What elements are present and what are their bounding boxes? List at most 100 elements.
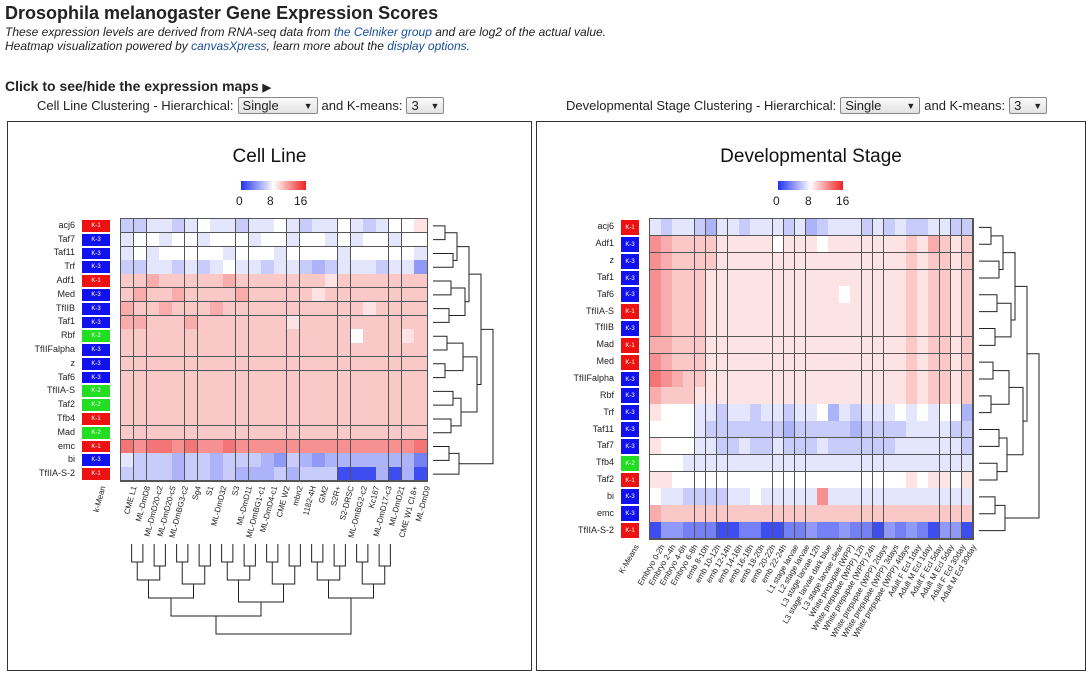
heatmap-cell xyxy=(727,488,740,506)
heatmap-cell xyxy=(159,315,173,330)
heatmap-cell xyxy=(794,437,807,456)
heatmap-cell xyxy=(917,522,929,540)
heatmap-cell xyxy=(274,425,288,441)
heatmap-cell xyxy=(350,467,364,482)
heatmap-cell xyxy=(895,404,907,422)
heatmap-cell xyxy=(210,315,224,330)
celniker-link[interactable]: the Celniker group xyxy=(333,25,432,39)
heatmap-cell xyxy=(906,421,918,439)
heatmap-cell xyxy=(705,454,718,473)
heatmap-cell xyxy=(939,286,952,304)
heatmap-cell xyxy=(739,471,751,489)
heatmap-cell xyxy=(705,219,718,237)
heatmap-cell xyxy=(299,439,313,454)
heatmap-cell xyxy=(661,336,673,355)
heatmap-cell xyxy=(783,235,796,254)
desc2-post: . xyxy=(466,39,470,53)
heatmap-cell xyxy=(312,467,326,482)
row-label-taf6: Taf6 xyxy=(596,288,614,299)
description-line-2: Heatmap visualization powered by canvasX… xyxy=(5,39,470,53)
heatmap-cell xyxy=(286,287,300,303)
heatmap-cell xyxy=(159,260,173,275)
heatmap-cell xyxy=(274,343,288,358)
heatmap-cell xyxy=(146,370,160,385)
dev-stage-chart-title: Developmental Stage xyxy=(720,146,902,167)
heatmap-cell xyxy=(861,269,874,287)
heatmap-cell xyxy=(337,260,351,275)
cell-line-hierarchical-select[interactable]: Single ▼ xyxy=(237,97,318,114)
dev-stage-controls: Developmental Stage Clustering - Hierarc… xyxy=(566,97,1048,114)
heatmap-cell xyxy=(197,301,211,317)
heatmap-cell xyxy=(861,252,874,270)
heatmap-cell xyxy=(376,425,390,441)
heatmap-cell xyxy=(939,252,952,270)
heatmap-cell xyxy=(172,439,186,454)
heatmap-cell xyxy=(159,370,173,385)
heatmap-cell xyxy=(414,219,428,234)
canvasxpress-link[interactable]: canvasXpress xyxy=(191,39,267,53)
heatmap-cell xyxy=(248,467,262,482)
heatmap-cell xyxy=(950,404,963,422)
heatmap-cell xyxy=(883,336,896,355)
heatmap-cell xyxy=(727,303,740,321)
heatmap-cell xyxy=(761,269,773,287)
heatmap-cell xyxy=(772,303,785,321)
heatmap-cell xyxy=(401,467,415,482)
row-dendrogram xyxy=(979,226,1040,532)
dev-stage-kmeans-select[interactable]: 3 ▼ xyxy=(1009,97,1048,114)
cell-line-kmeans-select[interactable]: 3 ▼ xyxy=(406,97,445,114)
dev-stage-hierarchical-select[interactable]: Single ▼ xyxy=(840,97,921,114)
toggle-expression-maps[interactable]: Click to see/hide the expression maps ▶ xyxy=(5,78,271,94)
heatmap-cell xyxy=(794,488,807,506)
heatmap-cell xyxy=(739,488,751,506)
heatmap-cell xyxy=(828,387,840,405)
heatmap-cell xyxy=(261,370,275,385)
heatmap-cell xyxy=(235,439,249,454)
heatmap-cell xyxy=(650,522,662,540)
heatmap-cell xyxy=(772,252,785,270)
heatmap-cell xyxy=(299,356,313,372)
heatmap-cell xyxy=(783,252,796,270)
desc2-pre: Heatmap visualization powered by xyxy=(5,39,192,53)
heatmap-cell xyxy=(337,425,351,441)
heatmap-cell xyxy=(727,269,740,287)
kmeans-cell-emc: K-1 xyxy=(81,439,111,454)
heatmap-cell xyxy=(299,219,313,234)
heatmap-cell xyxy=(750,522,762,540)
heatmap-cell xyxy=(197,329,211,344)
heatmap-cell xyxy=(210,425,224,441)
heatmap-cell xyxy=(363,301,377,317)
kmeans-cell-taf2: K-2 xyxy=(81,398,111,413)
heatmap-cell xyxy=(694,269,707,287)
heatmap-cell xyxy=(661,286,673,304)
kmeans-cell-rbf: K-2 xyxy=(81,329,111,344)
heatmap-cell xyxy=(861,286,874,304)
display-options-link[interactable]: display options xyxy=(387,39,467,53)
heatmap-cell xyxy=(727,454,740,473)
heatmap-cell xyxy=(772,387,785,405)
row-label-taf11: Taf11 xyxy=(592,423,614,434)
cell-line-chart-title: Cell Line xyxy=(232,146,307,167)
column-label-sg4: Sg4 xyxy=(190,485,203,502)
heatmap-cell xyxy=(325,315,339,330)
heatmap-cell xyxy=(261,412,275,427)
row-label-tfiifalpha: TfIIFalpha xyxy=(573,373,614,383)
heatmap-cell xyxy=(939,303,952,321)
heatmap-cell xyxy=(794,252,807,270)
heatmap-cell xyxy=(133,453,147,468)
heatmap-cell xyxy=(794,286,807,304)
heatmap-cell xyxy=(794,471,807,489)
heatmap-cell xyxy=(184,425,198,441)
heatmap-cell xyxy=(121,398,135,413)
heatmap-cell xyxy=(223,329,237,344)
heatmap-cell xyxy=(883,387,896,405)
kmeans-cell-z: K-3 xyxy=(620,252,640,270)
heatmap-cell xyxy=(961,235,974,254)
heatmap-cell xyxy=(872,286,885,304)
heatmap-cell xyxy=(661,404,673,422)
heatmap-cell xyxy=(650,353,662,372)
heatmap-cell xyxy=(159,425,173,441)
heatmap-cell xyxy=(906,370,918,388)
heatmap-cell xyxy=(223,439,237,454)
heatmap-cell xyxy=(350,398,364,413)
